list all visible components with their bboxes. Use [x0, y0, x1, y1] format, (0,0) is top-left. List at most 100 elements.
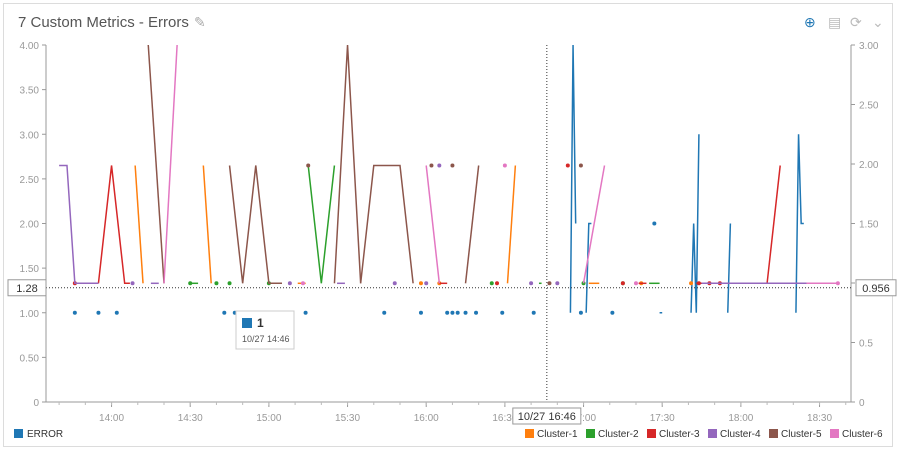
pencil-icon[interactable]: ✎	[194, 14, 206, 30]
series-point-error	[455, 310, 460, 315]
chevron-down-icon[interactable]: ⌄	[872, 14, 884, 30]
series-line-error	[795, 134, 804, 313]
series-point-error	[418, 310, 423, 315]
legend-label: Cluster-1	[537, 429, 578, 440]
series-point-cluster-3	[495, 281, 500, 286]
refresh-icon[interactable]: ⟳	[850, 14, 862, 30]
series-point-error	[303, 310, 308, 315]
x-tick-label: 14:30	[178, 413, 203, 424]
series-point-cluster-4	[437, 163, 442, 168]
series-point-cluster-4	[392, 281, 397, 286]
x-tick-label: 18:00	[728, 413, 753, 424]
series-point-cluster-1	[689, 281, 694, 286]
x-tick-label: 15:00	[256, 413, 281, 424]
series-line-cluster-5	[333, 44, 362, 284]
crosshair-time-box	[512, 407, 582, 425]
series-point-error	[500, 310, 505, 315]
series-point-cluster-2	[489, 281, 494, 286]
legend-label: Cluster-6	[842, 429, 883, 440]
series-line-cluster-5	[228, 165, 282, 285]
legend-label: ERROR	[27, 429, 63, 440]
tooltip-swatch	[242, 318, 252, 328]
series-point-cluster-2	[188, 281, 193, 286]
y-right-tick-label: 0.5	[859, 339, 873, 350]
series-line-cluster-5	[147, 44, 165, 284]
y-left-tick-label: 2.00	[20, 220, 40, 231]
series-point-error	[445, 310, 450, 315]
tooltip-label: 1	[257, 316, 264, 330]
x-tick-label: 17:00	[571, 413, 596, 424]
crosshair-left-value: 1.28	[16, 283, 37, 295]
series-point-error	[652, 221, 657, 226]
legend-swatch	[586, 429, 595, 438]
series-point-error	[531, 310, 536, 315]
legend-swatch	[14, 429, 23, 438]
series-point-cluster-4	[130, 281, 135, 286]
series-point-cluster-4	[424, 281, 429, 286]
crosshair-left-box	[7, 279, 47, 297]
crosshair-right-value: 0.956	[862, 283, 890, 295]
series-point-cluster-2	[227, 281, 232, 286]
series-point-cluster-3	[565, 163, 570, 168]
y-left-tick-label: 1.50	[20, 264, 40, 275]
series-line-cluster-6	[582, 165, 606, 284]
series-point-cluster-5	[547, 281, 552, 286]
series-line-cluster-1	[202, 165, 212, 284]
x-tick-label: 16:30	[492, 413, 517, 424]
x-tick-label: 14:00	[99, 413, 124, 424]
series-line-error	[585, 222, 592, 313]
zoom-icon[interactable]: ⊕	[804, 14, 816, 30]
series-point-cluster-4	[555, 281, 560, 286]
series-point-cluster-6	[502, 163, 507, 168]
series-point-cluster-5	[450, 163, 455, 168]
y-right-tick-label: 3.00	[859, 41, 879, 52]
series-point-error	[96, 310, 101, 315]
series-line-cluster-4	[59, 164, 99, 285]
legend-swatch	[525, 429, 534, 438]
y-left-tick-label: 3.00	[20, 130, 40, 141]
series-line-cluster-1	[506, 165, 517, 284]
series-line-cluster-5	[359, 164, 414, 284]
tooltip-time: 10/27 14:46	[242, 334, 290, 344]
series-point-error	[474, 310, 479, 315]
series-point-error	[450, 310, 455, 315]
series-point-cluster-4	[529, 281, 534, 286]
crosshair-time-label: 10/27 16:46	[518, 411, 576, 423]
chart-panel	[3, 3, 893, 447]
y-left-tick-label: 0	[33, 398, 39, 409]
y-left-tick-label: 4.00	[20, 41, 40, 52]
series-point-cluster-5	[578, 163, 583, 168]
series-line-cluster-6	[163, 44, 178, 284]
series-line-error	[727, 223, 732, 313]
legend-label: Cluster-2	[598, 429, 639, 440]
series-point-error	[382, 310, 387, 315]
legend-label: Cluster-3	[659, 429, 700, 440]
y-left-tick-label: 1.00	[20, 309, 40, 320]
series-line-cluster-6	[425, 165, 441, 284]
legend-swatch	[647, 429, 656, 438]
x-tick-label: 18:30	[807, 413, 832, 424]
series-point-cluster-3	[620, 281, 625, 286]
chart-title: 7 Custom Metrics - Errors	[18, 14, 189, 31]
x-tick-label: 15:30	[335, 413, 360, 424]
series-line-cluster-3	[766, 165, 781, 284]
series-point-cluster-2	[214, 281, 219, 286]
series-point-cluster-3	[696, 281, 701, 286]
series-line-error	[569, 44, 577, 313]
document-icon[interactable]: ▤	[828, 14, 842, 30]
series-line-cluster-5	[464, 165, 480, 284]
y-right-tick-label: 2.50	[859, 101, 879, 112]
series-point-cluster-5	[306, 163, 311, 168]
series-line-cluster-1	[134, 165, 144, 284]
legend-swatch	[830, 429, 839, 438]
series-line-cluster-2	[307, 165, 336, 284]
legend-swatch	[708, 429, 717, 438]
y-left-tick-label: 2.50	[20, 175, 40, 186]
legend-label: Cluster-5	[781, 429, 822, 440]
series-point-cluster-4	[287, 281, 292, 286]
series-point-error	[578, 310, 583, 315]
series-point-error	[222, 310, 227, 315]
x-tick-label: 17:30	[650, 413, 675, 424]
series-point-cluster-6	[633, 281, 638, 286]
